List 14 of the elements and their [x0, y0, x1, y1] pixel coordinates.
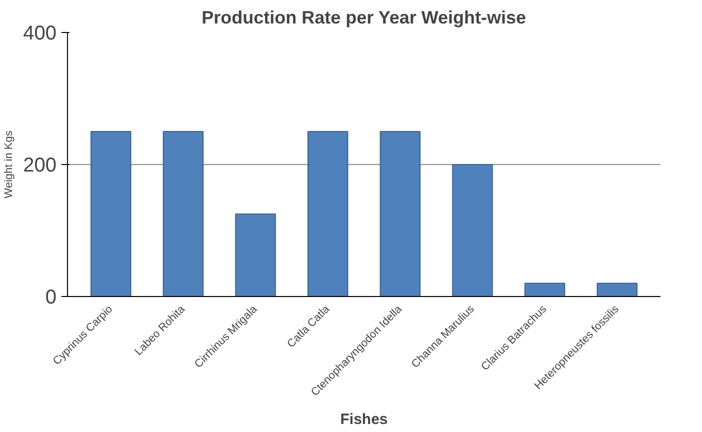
y-axis-title: Weight in Kgs [3, 130, 16, 198]
bar [380, 131, 421, 296]
bar [524, 282, 566, 296]
chart-title: Production Rate per Year Weight-wise [202, 8, 526, 28]
x-axis-title: Fishes [340, 410, 388, 428]
y-tick-label: 200 [23, 154, 57, 176]
y-tick-label: 0 [45, 286, 56, 308]
bar [235, 214, 276, 296]
bar [452, 164, 493, 296]
bar [307, 131, 348, 296]
bar [162, 131, 204, 296]
bar [596, 282, 638, 296]
y-tick-label: 400 [23, 22, 57, 44]
bar [90, 131, 132, 296]
